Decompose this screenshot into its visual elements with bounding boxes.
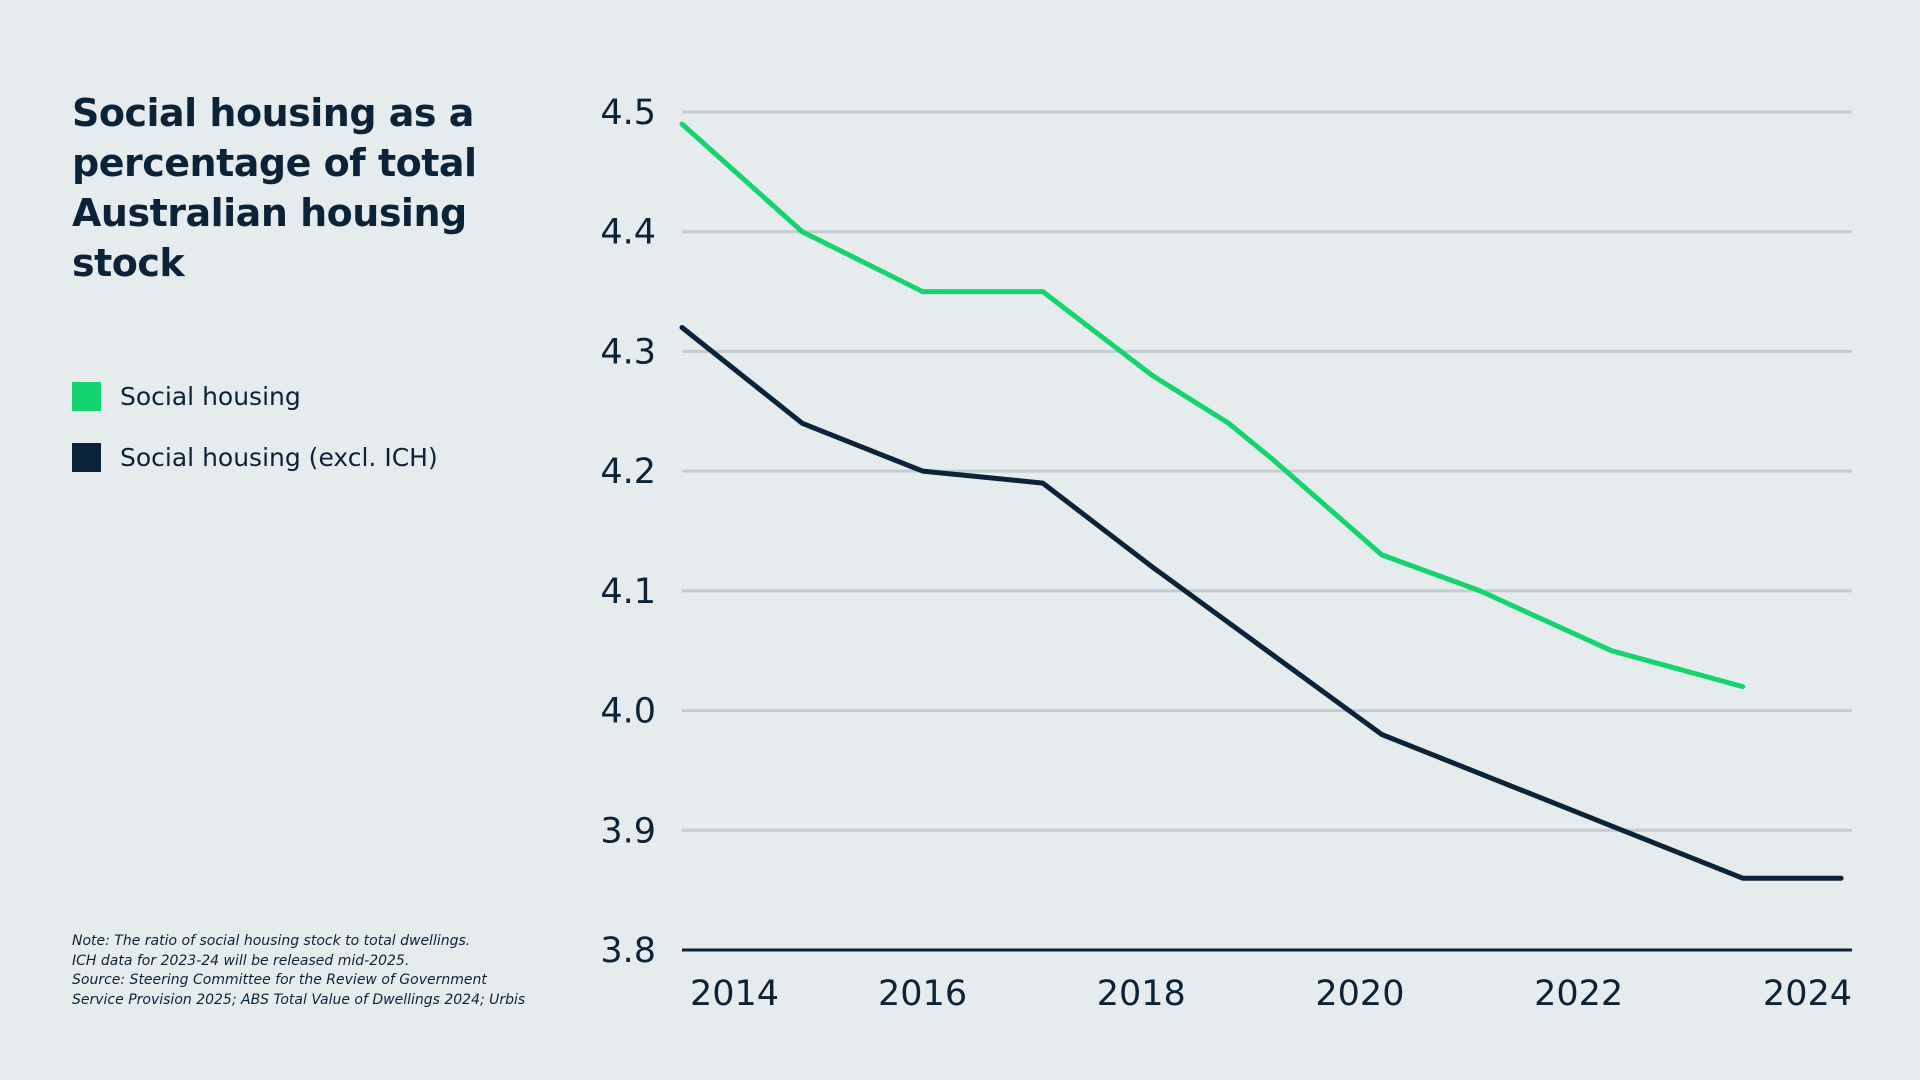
y-tick-label: 4.0 (600, 692, 656, 732)
series-line-social-housing-excl-ich (679, 325, 1844, 881)
legend-item-social-housing: Social housing (72, 376, 438, 416)
legend-item-social-housing-excl-ich: Social housing (excl. ICH) (72, 437, 438, 477)
y-tick-label: 3.9 (600, 811, 656, 851)
note-line: ICH data for 2023-24 will be released mi… (72, 952, 410, 969)
chart-title: Social housing as a percentage of total … (72, 91, 477, 285)
series-line-social-housing (679, 121, 1746, 690)
legend-label-social-housing-excl-ich: Social housing (excl. ICH) (120, 442, 438, 472)
x-tick-label: 2020 (1315, 974, 1404, 1014)
legend: Social housing Social housing (excl. ICH… (72, 376, 438, 498)
note-line: Note: The ratio of social housing stock … (72, 933, 471, 949)
x-tick-label: 2016 (878, 974, 967, 1014)
y-tick-label: 3.8 (600, 931, 656, 971)
source-note: Note: The ratio of social housing stock … (72, 932, 552, 1010)
y-tick-label: 4.1 (600, 572, 656, 612)
x-tick-label: 2024 (1763, 974, 1852, 1014)
x-tick-label: 2018 (1097, 974, 1186, 1014)
y-tick-label: 4.4 (600, 213, 656, 253)
y-tick-label: 4.3 (600, 332, 656, 372)
legend-label-social-housing: Social housing (120, 381, 301, 411)
x-tick-label: 2014 (690, 974, 779, 1014)
x-tick-label: 2022 (1534, 974, 1623, 1014)
legend-swatch-social-housing-excl-ich (72, 442, 101, 472)
y-tick-label: 4.2 (600, 452, 656, 492)
y-tick-label: 4.5 (600, 93, 656, 133)
legend-swatch-social-housing (72, 381, 101, 411)
note-line: Source: Steering Committee for the Revie… (72, 972, 487, 988)
note-line: Service Provision 2025; ABS Total Value … (72, 991, 526, 1008)
